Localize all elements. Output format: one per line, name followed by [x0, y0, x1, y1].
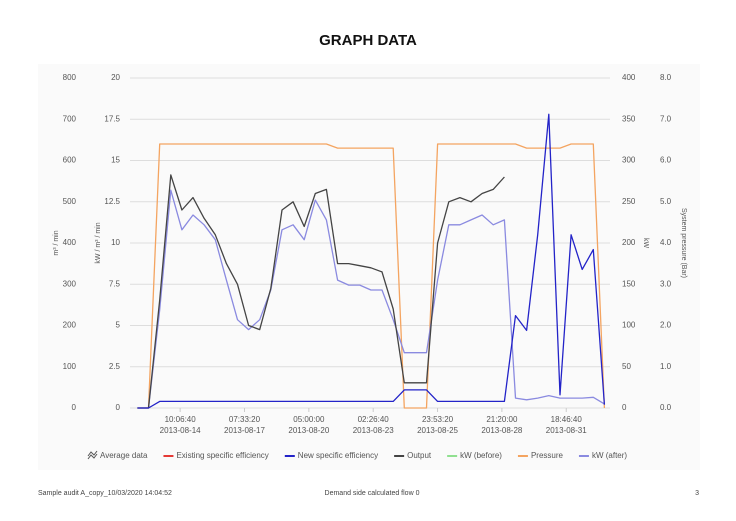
x-tick-date: 2013-08-31	[546, 426, 587, 435]
y-tick-label: 100	[622, 321, 636, 330]
series-line	[137, 189, 605, 409]
x-tick-date: 2013-08-17	[224, 426, 265, 435]
legend-item[interactable]: Existing specific efficiency	[163, 451, 269, 460]
legend-item[interactable]: Output	[394, 451, 432, 460]
y-tick-label: 5.0	[660, 197, 672, 206]
x-tick-label: 02:26:40	[358, 415, 390, 424]
x-tick-label: 18:46:40	[551, 415, 583, 424]
x-tick-date: 2013-08-20	[288, 426, 329, 435]
legend-label: Average data	[100, 451, 148, 460]
y-tick-label: 1.0	[660, 362, 672, 371]
legend-item[interactable]: kW (after)	[578, 451, 627, 460]
footer-center: Demand side calculated flow 0	[325, 490, 420, 497]
y-tick-label: 7.5	[109, 279, 121, 288]
legend-icon	[87, 450, 98, 460]
legend-label: Pressure	[531, 451, 564, 460]
x-tick-date: 2013-08-25	[417, 426, 458, 435]
y-tick-label: 250	[622, 197, 636, 206]
y-tick-label: 300	[63, 279, 77, 288]
y-tick-label: 100	[63, 362, 77, 371]
y-tick-label: 150	[622, 279, 636, 288]
y-tick-label: 12.5	[104, 197, 120, 206]
y-tick-label: 200	[63, 321, 77, 330]
page-number: 3	[695, 490, 699, 497]
x-tick-label: 21:20:00	[486, 415, 518, 424]
series-line	[137, 113, 606, 409]
axis-title: kW / m³ / min	[95, 222, 102, 263]
footer-left: Sample audit A_copy_10/03/2020 14:04:52	[38, 490, 172, 497]
legend-label: Output	[407, 451, 432, 460]
legend-item[interactable]: kW (before)	[447, 451, 502, 460]
y-tick-label: 2.5	[109, 362, 121, 371]
y-tick-label: 5	[116, 321, 121, 330]
axis-title: m³ / min	[53, 230, 60, 255]
x-tick-label: 10:06:40	[165, 415, 197, 424]
y-tick-label: 600	[63, 156, 77, 165]
axis-title: kW	[642, 238, 649, 249]
y-tick-label: 350	[622, 114, 636, 123]
x-tick-date: 2013-08-14	[160, 426, 201, 435]
y-tick-label: 20	[111, 73, 120, 82]
y-tick-label: 10	[111, 238, 120, 247]
y-tick-label: 0	[72, 403, 77, 412]
y-tick-label: 0	[116, 403, 121, 412]
legend-label: kW (after)	[592, 451, 627, 460]
legend-item[interactable]: Pressure	[517, 451, 564, 460]
y-tick-label: 200	[622, 238, 636, 247]
legend-label: Existing specific efficiency	[176, 451, 268, 460]
y-tick-label: 15	[111, 156, 120, 165]
legend-label: kW (before)	[460, 451, 502, 460]
x-tick-label: 05:00:00	[293, 415, 325, 424]
y-tick-label: 500	[63, 197, 77, 206]
y-tick-label: 2.0	[660, 321, 672, 330]
y-tick-label: 17.5	[104, 114, 120, 123]
y-tick-label: 6.0	[660, 156, 672, 165]
x-tick-label: 23:53:20	[422, 415, 454, 424]
y-tick-label: 50	[622, 362, 631, 371]
x-tick-label: 07:33:20	[229, 415, 261, 424]
y-tick-label: 0.0	[660, 403, 672, 412]
legend-item[interactable]: New specific efficiency	[284, 451, 378, 460]
y-tick-label: 300	[622, 156, 636, 165]
series-line	[137, 143, 606, 409]
y-tick-label: 800	[63, 73, 77, 82]
y-tick-label: 3.0	[660, 279, 672, 288]
y-tick-label: 400	[63, 238, 77, 247]
y-tick-label: 0	[622, 403, 627, 412]
y-tick-label: 700	[63, 114, 77, 123]
x-tick-date: 2013-08-23	[353, 426, 394, 435]
y-tick-label: 8.0	[660, 73, 672, 82]
x-tick-date: 2013-08-28	[481, 426, 522, 435]
y-tick-label: 7.0	[660, 114, 672, 123]
y-tick-label: 400	[622, 73, 636, 82]
legend-label: New specific efficiency	[298, 451, 378, 460]
legend-toggle[interactable]: Average data	[87, 450, 148, 460]
chart-title: GRAPH DATA	[319, 32, 417, 49]
axis-title: System pressure (Bar)	[680, 208, 687, 278]
y-tick-label: 4.0	[660, 238, 672, 247]
series-line	[137, 174, 505, 409]
